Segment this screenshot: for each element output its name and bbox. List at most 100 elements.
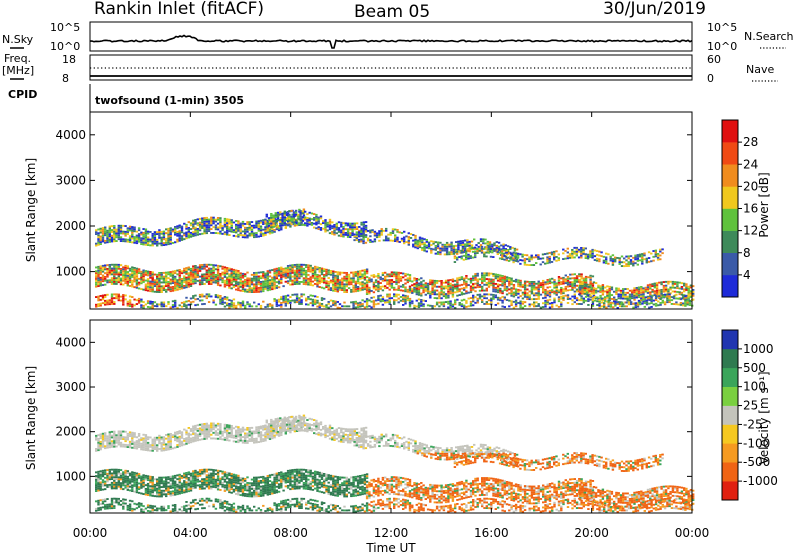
heatmap-cell [108, 444, 111, 447]
heatmap-cell [178, 274, 181, 277]
heatmap-cell [169, 434, 172, 437]
heatmap-cell [214, 432, 218, 434]
heatmap-cell [555, 291, 558, 294]
heatmap-cell [334, 271, 337, 273]
heatmap-cell [571, 256, 574, 259]
heatmap-cell [640, 289, 643, 292]
heatmap-cell [508, 288, 511, 291]
heatmap-cell [664, 280, 668, 283]
heatmap-cell [180, 278, 184, 280]
heatmap-cell [262, 273, 265, 275]
heatmap-cell [519, 289, 522, 292]
heatmap-cell [365, 293, 369, 295]
heatmap-cell [365, 279, 369, 282]
heatmap-cell [230, 228, 233, 231]
heatmap-cell [241, 439, 245, 442]
heatmap-cell [255, 222, 258, 225]
heatmap-cell [210, 273, 213, 276]
heatmap-cell [408, 297, 412, 300]
heatmap-cell [299, 212, 302, 214]
heatmap-cell [201, 281, 204, 284]
heatmap-cell [151, 446, 154, 448]
heatmap-cell [528, 256, 531, 259]
heatmap-cell [126, 282, 129, 285]
heatmap-cell [124, 270, 127, 273]
heatmap-cell [652, 259, 655, 262]
heatmap-cell [341, 283, 344, 286]
heatmap-cell [553, 292, 556, 295]
heatmap-cell [146, 282, 150, 284]
heatmap-cell [198, 427, 202, 430]
heatmap-cell [210, 426, 213, 429]
heatmap-cell [158, 229, 161, 232]
heatmap-cell [642, 293, 645, 295]
heatmap-cell [406, 279, 409, 282]
heatmap-cell [272, 226, 275, 228]
heatmap-cell [615, 287, 618, 290]
heatmap-cell [320, 297, 324, 300]
heatmap-cell [517, 292, 520, 295]
heatmap-cell [203, 438, 206, 440]
heatmap-cell [323, 270, 326, 272]
heatmap-cell [187, 230, 190, 233]
heatmap-cell [608, 289, 611, 292]
heatmap-cell [226, 227, 229, 230]
heatmap-cell [309, 270, 312, 273]
heatmap-cell [216, 276, 220, 279]
heatmap-cell [460, 299, 464, 302]
heatmap-cell [526, 296, 529, 298]
heatmap-cell [318, 304, 321, 307]
heatmap-cell [584, 279, 588, 282]
heatmap-cell [654, 304, 658, 307]
heatmap-cell [115, 295, 118, 298]
heatmap-cell [176, 286, 179, 289]
heatmap-cell [494, 304, 497, 306]
heatmap-cell [101, 294, 105, 297]
heatmap-cell [447, 302, 450, 305]
heatmap-cell [596, 304, 599, 306]
heatmap-cell [551, 302, 554, 304]
heatmap-cell [388, 299, 391, 302]
heatmap-cell [262, 288, 265, 291]
heatmap-cell [458, 250, 461, 253]
heatmap-cell [241, 236, 245, 239]
heatmap-cell [167, 235, 170, 238]
heatmap-cell [677, 297, 680, 300]
heatmap-cell [192, 271, 195, 274]
heatmap-cell [131, 439, 134, 442]
heatmap-cell [371, 229, 374, 232]
heatmap-cell [146, 238, 150, 241]
heatmap-cell [583, 285, 586, 288]
heatmap-cell [113, 301, 116, 303]
heatmap-cell [573, 273, 576, 276]
heatmap-cell [613, 290, 616, 293]
heatmap-cell [369, 239, 372, 242]
heatmap-cell [299, 210, 302, 212]
heatmap-cell [380, 233, 383, 236]
heatmap-cell [226, 218, 229, 221]
heatmap-cell [104, 432, 107, 435]
colorbar-segment [722, 252, 738, 276]
heatmap-cell [646, 286, 650, 289]
heatmap-cell [404, 290, 407, 293]
heatmap-cell [606, 293, 609, 295]
heatmap-cell [223, 270, 227, 273]
heatmap-cell [205, 216, 208, 219]
heatmap-cell [625, 265, 628, 267]
heatmap-cell [201, 423, 204, 426]
heatmap-cell [384, 285, 387, 288]
heatmap-cell [354, 282, 357, 285]
heatmap-cell [442, 285, 446, 288]
heatmap-cell [165, 271, 168, 274]
heatmap-cell [124, 230, 127, 233]
heatmap-cell [223, 425, 227, 428]
heatmap-cell [142, 279, 145, 281]
heatmap-cell [415, 289, 418, 292]
heatmap-cell [144, 243, 148, 246]
heatmap-cell [140, 300, 143, 303]
heatmap-cell [228, 220, 231, 223]
heatmap-cell [517, 296, 520, 299]
heatmap-cell [133, 270, 136, 273]
heatmap-cell [158, 291, 161, 293]
heatmap-cell [421, 247, 424, 249]
